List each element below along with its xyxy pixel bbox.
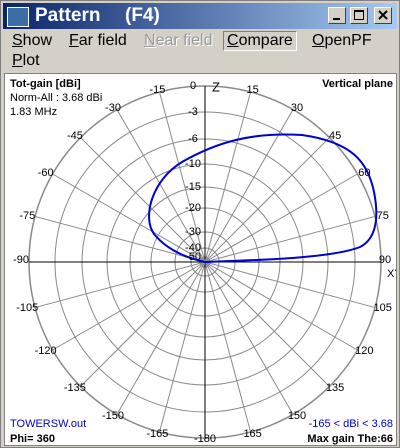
angle-label: 30 (291, 102, 303, 114)
ring-label: -3 (188, 106, 198, 118)
angle-label: 0 (190, 80, 196, 92)
range-label: -165 < dBi < 3.68 (309, 418, 393, 430)
plane-label: Vertical plane (322, 78, 393, 90)
ring-label: -40 (185, 242, 201, 254)
pattern-curve (148, 133, 378, 264)
angle-label: 90 (379, 254, 391, 266)
angle-label: -45 (67, 130, 83, 142)
file-label: TOWERSW.out (10, 418, 86, 430)
angle-label: 120 (355, 345, 373, 357)
grid-spoke (204, 91, 252, 263)
frequency-label: 1.83 MHz (10, 106, 57, 118)
ring-label: -30 (185, 226, 201, 238)
menu-near-field: Near field (144, 32, 213, 49)
menu-plot[interactable]: Plot (12, 52, 40, 69)
minimize-button[interactable] (328, 7, 346, 24)
angle-label: -120 (35, 345, 57, 357)
angle-label: 75 (377, 210, 389, 222)
max-gain-label: Max gain The:66 (307, 433, 393, 445)
angle-label: -135 (64, 382, 86, 394)
angle-label: -180 (194, 433, 216, 445)
grid (28, 85, 382, 439)
angle-label: -90 (13, 254, 29, 266)
angle-label: -165 (146, 428, 168, 440)
grid-spoke (116, 109, 206, 263)
maximize-button[interactable] (350, 7, 368, 24)
grid-spoke (158, 91, 206, 263)
ring-label: -10 (185, 158, 201, 170)
axis-z-label: Z (212, 79, 220, 94)
grid-spoke (52, 261, 206, 351)
angle-label: 60 (358, 167, 370, 179)
grid-spoke (158, 261, 206, 433)
grid-spoke (52, 173, 206, 263)
norm-label: Norm-All : 3.68 dBi (10, 92, 102, 104)
angle-label: -15 (149, 84, 165, 96)
grid-spoke (204, 137, 330, 263)
angle-label: 135 (326, 382, 344, 394)
angle-label: 165 (243, 428, 261, 440)
window-title: Pattern (35, 5, 101, 26)
grid-spoke (34, 215, 206, 263)
grid-spoke (204, 261, 294, 415)
gain-label: Tot-gain [dBi] (10, 78, 81, 90)
grid-spoke (204, 215, 376, 263)
menu-openpf[interactable]: OpenPF (312, 32, 372, 49)
angle-label: 105 (374, 302, 392, 314)
angle-label: -150 (102, 410, 124, 422)
menu-compare[interactable]: Compare (223, 31, 297, 51)
ring-label: -50 (185, 251, 201, 263)
ring-label: -6 (188, 133, 198, 145)
angle-label: 15 (246, 84, 258, 96)
title-bar: Pattern (F4) (3, 3, 397, 29)
grid-spoke (204, 261, 330, 387)
angle-label: -30 (105, 102, 121, 114)
grid-spoke (204, 109, 294, 263)
menu-show[interactable]: Show (12, 32, 53, 49)
angle-label: 45 (329, 130, 341, 142)
polar-plot: Tot-gain [dBi] Norm-All : 3.68 dBi 1.83 … (10, 78, 397, 445)
axis-xy-label: XY (387, 268, 397, 280)
grid-spoke (204, 261, 358, 351)
grid-spoke (204, 261, 376, 309)
plot-area: Tot-gain [dBi] Norm-All : 3.68 dBi 1.83 … (4, 73, 397, 446)
grid-spoke (116, 261, 206, 415)
app-icon (7, 7, 29, 27)
close-button[interactable] (374, 7, 392, 24)
grid-spoke (80, 137, 206, 263)
grid-spoke (80, 261, 206, 387)
angle-label: -105 (16, 302, 38, 314)
phi-label: Phi= 360 (10, 433, 55, 445)
window-shortcut: (F4) (125, 5, 160, 26)
angle-label: -60 (38, 167, 54, 179)
ring-label: -15 (185, 181, 201, 193)
angle-label: -75 (19, 210, 35, 222)
grid-spoke (204, 173, 358, 263)
grid-spoke (34, 261, 206, 309)
grid-spoke (204, 261, 252, 433)
ring-label: -20 (185, 202, 201, 214)
angle-label: 150 (288, 410, 306, 422)
menu-far-field[interactable]: Far field (69, 32, 127, 49)
